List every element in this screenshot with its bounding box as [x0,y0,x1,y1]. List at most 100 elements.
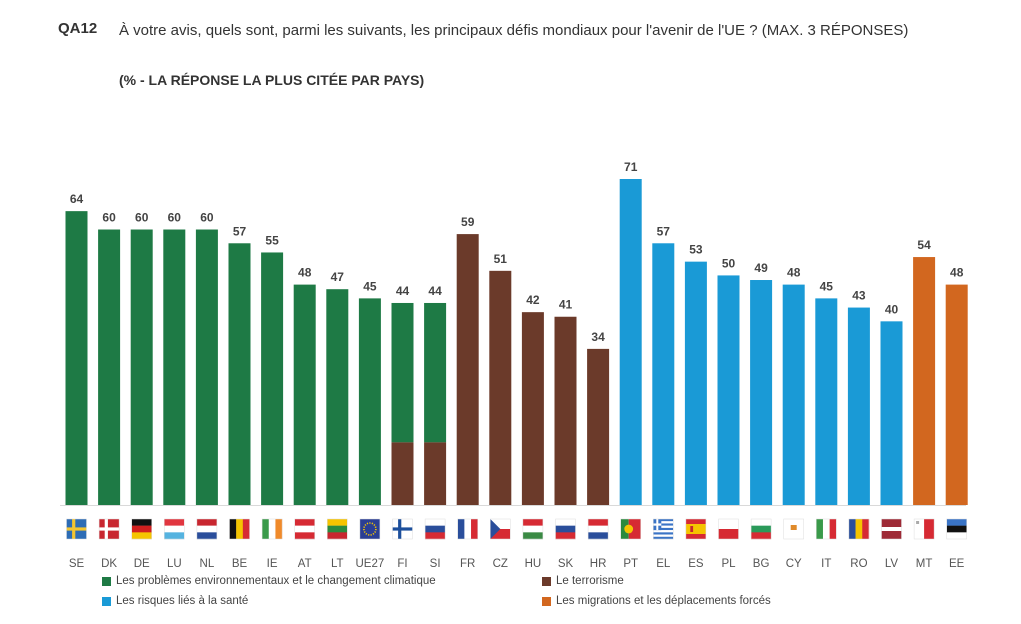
value-label-fr: 59 [461,215,475,229]
value-label-hu: 42 [526,293,540,307]
value-label-hr: 34 [591,330,605,344]
tick-label-sk: SK [558,558,574,570]
question-code: QA12 [58,20,98,37]
tick-label-mt: MT [916,558,933,570]
bar-at [293,284,316,505]
tick-label-cy: CY [786,558,802,570]
bar-ee [945,284,968,505]
tick-label-nl: NL [200,558,215,570]
question-text: À votre avis, quels sont, parmi les suiv… [119,22,909,39]
value-label-de: 60 [135,211,149,225]
flag-mt-icon [913,518,935,540]
value-label-ee: 48 [950,266,964,280]
tick-label-hu: HU [525,558,542,570]
flag-bg-icon [750,518,772,540]
tick-label-lv: LV [885,558,899,570]
value-label-el: 57 [657,224,671,238]
value-label-bg: 49 [754,261,768,275]
bar-lv [880,321,903,505]
tick-label-it: IT [821,558,831,570]
bar-nl [195,229,218,505]
legend-swatch-environment [102,576,111,586]
flag-it-icon [816,518,837,540]
tick-label-ee: EE [949,558,965,570]
bar-dk [98,229,121,505]
value-label-lv: 40 [885,302,899,316]
tick-label-be: BE [232,558,248,570]
tick-label-ie: IE [267,558,278,570]
flag-lv-icon [881,518,902,540]
tick-label-es: ES [688,558,704,570]
flag-de-icon [131,518,152,540]
tick-label-cz: CZ [493,558,508,570]
flag-hr-icon [587,518,609,540]
bar-pt [619,179,642,505]
value-label-cz: 51 [494,252,508,266]
bar-sk [554,316,577,505]
legend-environment: Les problèmes environnementaux et le cha… [102,575,436,587]
flag-pl-icon [718,518,739,540]
flag-si-icon [424,518,446,540]
value-label-lt: 47 [331,270,345,284]
bar-pl [717,275,740,505]
tick-label-fr: FR [460,558,475,570]
bar-hu [521,312,544,505]
tick-label-at: AT [298,558,312,570]
value-label-si: 44 [428,284,442,298]
bar-cz [489,270,512,505]
bar-fi-environment [391,302,414,443]
flag-pt-icon [620,518,641,540]
value-label-be: 57 [233,224,247,238]
chart-subtitle: (% - LA RÉPONSE LA PLUS CITÉE PAR PAYS) [119,72,425,88]
tick-label-ro: RO [850,558,867,570]
flag-nl-icon [196,518,218,540]
legend-health: Les risques liés à la santé [102,595,248,607]
value-label-pt: 71 [624,160,638,174]
flag-cz-icon [490,518,511,540]
tick-label-se: SE [69,558,85,570]
flag-dk-icon [98,518,120,540]
flag-cy-icon [783,518,804,540]
bar-si-terrorism [424,442,447,505]
value-label-it: 45 [820,279,834,293]
value-label-lu: 60 [168,211,182,225]
bar-it [815,298,838,505]
legend-swatch-terrorism [542,576,551,586]
bar-ie [261,252,284,505]
bar-ro [847,307,870,505]
flag-fi-icon [392,518,413,540]
value-label-es: 53 [689,243,703,257]
tick-label-ue27: UE27 [356,558,385,570]
flag-lt-icon [327,518,348,540]
tick-label-lu: LU [167,558,182,570]
flag-be-icon [229,518,250,540]
legend-swatch-migration [542,596,551,606]
flag-se-icon [66,518,87,540]
value-label-ue27: 45 [363,279,377,293]
legend-label-health: Les risques liés à la santé [116,595,249,607]
flag-ue27-icon [359,518,381,540]
flag-sk-icon [555,518,576,540]
flag-at-icon [294,518,315,540]
flag-es-icon [685,518,707,540]
flag-ro-icon [848,518,870,540]
tick-label-lt: LT [331,558,344,570]
tick-label-el: EL [656,558,671,570]
flag-ee-icon [946,518,967,540]
bar-es [684,261,707,505]
tick-label-bg: BG [753,558,770,570]
tick-label-pl: PL [721,558,736,570]
value-label-fi: 44 [396,284,410,298]
legend-terrorism: Le terrorisme [542,575,624,587]
bar-de [130,229,153,505]
flag-el-icon [653,518,674,540]
legend-swatch-health [102,596,111,606]
tick-label-pt: PT [623,558,638,570]
bar-mt [913,257,936,505]
value-label-ro: 43 [852,289,866,303]
bar-fr [456,234,479,506]
bar-fi-terrorism [391,442,414,505]
bar-hr [587,348,610,505]
value-label-dk: 60 [102,211,116,225]
